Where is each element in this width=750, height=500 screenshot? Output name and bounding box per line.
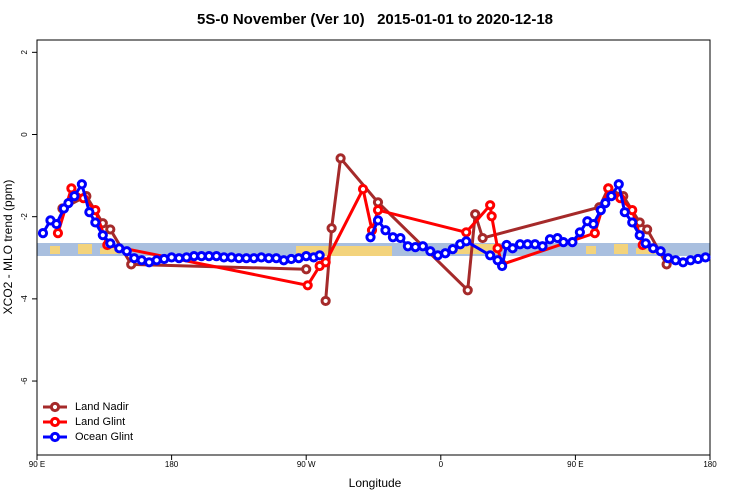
x-tick-label: 90 W [297,460,316,469]
data-point [181,252,192,263]
data-point [544,234,556,245]
data-point [84,207,95,218]
data-point [151,255,162,266]
legend-label: Land Glint [75,416,125,428]
data-point [461,227,472,238]
data-point [640,238,651,249]
data-point [278,255,289,266]
data-point [105,238,116,249]
data-point [600,198,611,209]
data-point [574,227,585,238]
plot-frame [36,39,711,456]
data-point [558,237,569,248]
data-point [485,250,496,261]
x-tick-label: 180 [703,460,717,469]
data-point [372,197,384,208]
data-point [37,228,49,239]
data-point [634,230,645,241]
land-patch [50,246,60,254]
y-tick-label: 0 [20,132,29,137]
data-point [440,248,451,259]
data-point [497,260,508,272]
data-point [567,237,578,248]
data-point [121,246,132,257]
data-point [302,280,313,291]
data-point [357,184,369,195]
legend-marker [49,401,61,413]
data-point [52,228,64,239]
data-point [685,255,696,266]
legend-label: Ocean Glint [75,431,133,443]
land-patch [296,246,392,256]
x-tick-label: 90 E [29,460,45,469]
x-tick-label: 180 [165,460,179,469]
data-point [51,218,62,230]
data-point [485,200,496,211]
data-point [105,224,116,235]
y-axis-label: XCO2 - MLO trend (ppm) [1,180,15,315]
data-point [326,223,337,234]
land-patch [586,246,596,254]
data-point [211,251,222,262]
data-point [425,246,436,257]
data-point [462,285,473,296]
data-point [619,207,630,218]
data-point [372,215,384,226]
land-patch [636,248,656,254]
data-point [486,211,497,222]
data-point [492,243,503,254]
data-point [395,232,406,244]
chart-title: 5S-0 November (Ver 10) 2015-01-01 to 202… [197,11,553,28]
data-point [380,225,391,236]
data-point [66,183,77,194]
data-point [613,179,624,190]
data-point [301,251,312,262]
data-point [461,236,472,247]
series [37,179,711,272]
data-point [606,191,617,202]
legend-label: Land Nadir [75,401,129,413]
y-tick-label: -4 [20,295,29,303]
x-axis-label: Longitude [349,476,402,490]
data-point [365,232,376,243]
data-point [320,257,331,268]
data-point [97,230,108,241]
data-point [314,250,325,261]
data-point [595,205,606,216]
data-point [507,243,518,254]
data-point [588,218,599,230]
data-point [700,252,711,263]
legend: Land Nadir Land Glint Ocean Glint [43,401,133,443]
data-point [335,153,346,164]
data-point [372,205,384,216]
data-point [537,241,548,252]
data-point [76,179,87,190]
data-point [301,264,312,275]
surface-strip [37,243,710,256]
data-point [447,244,458,255]
legend-marker [49,431,61,443]
data-point [477,232,488,244]
land-patch [78,244,92,254]
data-point [320,295,331,307]
data-point [589,228,600,239]
land-patch [614,244,628,254]
y-tick-label: 2 [20,50,29,55]
y-tick-label: -6 [20,377,29,385]
y-tick-label: -2 [20,213,29,221]
data-point [627,217,638,228]
x-tick-label: 0 [439,460,444,469]
x-tick-label: 90 E [567,460,583,469]
land-patch [100,248,120,254]
data-point [603,183,614,194]
data-point [470,209,481,220]
data-point [69,191,80,202]
data-point [417,241,428,252]
legend-marker [49,416,61,428]
data-point [642,224,653,235]
data-point [655,246,666,257]
data-point [63,198,74,209]
data-point [90,217,101,228]
